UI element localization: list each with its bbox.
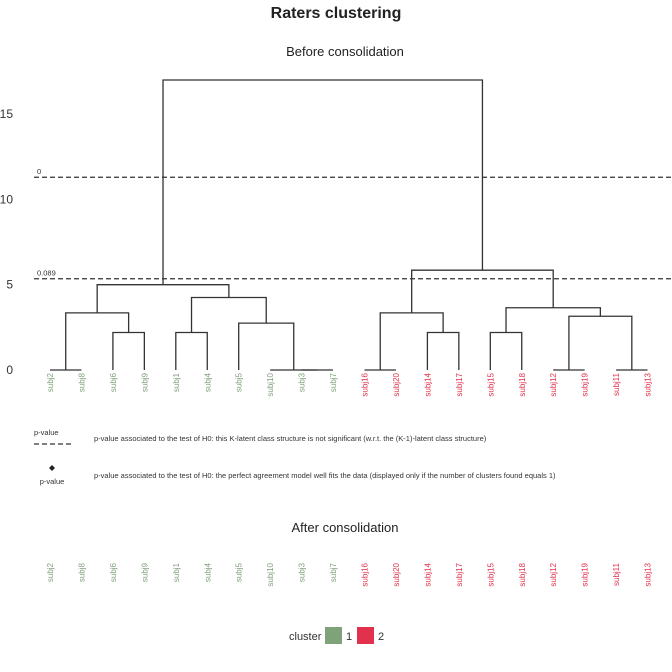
leaf-label-after: subj6 [109, 562, 118, 582]
leaf-label-after: subj17 [455, 562, 464, 586]
leaf-label-after: subj16 [361, 562, 370, 586]
diamond-note-text: p-value associated to the test of H0: th… [94, 471, 556, 480]
y-tick-label: 0 [6, 363, 13, 377]
leaf-label-after: subj14 [423, 562, 432, 586]
leaf-label-after: subj2 [46, 562, 55, 582]
leaf-labels-before: subj2 subj8 subj6 subj9 subj1 subj4 subj5 subj1… [46, 372, 653, 396]
dendrogram-branch [96, 284, 230, 313]
pvalue-label-diamond: p-value [40, 477, 65, 486]
leaf-label-after: subj11 [612, 562, 621, 586]
leaf-label: subj3 [298, 372, 307, 392]
subtitle-before: Before consolidation [286, 44, 404, 59]
leaf-label: subj6 [109, 372, 118, 392]
threshold-label: 0 [37, 167, 41, 176]
threshold-label: 0.089 [37, 269, 56, 278]
dendrogram-branch [238, 322, 295, 370]
leaf-label: subj9 [140, 372, 149, 392]
y-tick-label: 15 [0, 107, 13, 121]
leaf-label-after: subj7 [329, 562, 338, 582]
leaf-label-after: subj1 [172, 562, 181, 582]
legend: cluster 1 2 [289, 627, 384, 644]
leaf-label: subj15 [486, 372, 495, 396]
dendrogram-branch [489, 331, 523, 370]
leaf-label: subj5 [235, 372, 244, 392]
legend-label-2: 2 [378, 631, 384, 643]
leaf-label: subj14 [423, 372, 432, 396]
leaf-label-after: subj5 [235, 562, 244, 582]
dendrogram-branch [162, 79, 484, 285]
leaf-label: subj12 [549, 372, 558, 396]
leaf-labels-after: subj2 subj8 subj6 subj9 subj1 subj4 subj5 subj1… [46, 562, 653, 586]
leaf-label: subj20 [392, 372, 401, 396]
dendrogram-branch [505, 307, 602, 333]
y-tick-label: 10 [0, 192, 13, 206]
chart-title: Raters clustering [271, 5, 402, 22]
leaf-label: subj8 [77, 372, 86, 392]
leaf-label: subj17 [455, 372, 464, 396]
threshold-lines: 0 0.089 [34, 167, 672, 280]
leaf-label-after: subj13 [644, 562, 653, 586]
leaf-label-after: subj10 [266, 562, 275, 586]
pvalue-label-dashed: p-value [34, 428, 59, 437]
dendrogram-branch [379, 312, 444, 370]
dendrogram-branch [568, 315, 633, 370]
subtitle-after: After consolidation [292, 520, 399, 535]
leaf-label-after: subj18 [518, 562, 527, 586]
legend-label-1: 1 [346, 631, 352, 643]
leaf-label: subj10 [266, 372, 275, 396]
leaf-label: subj11 [612, 372, 621, 396]
dendrogram-branch [112, 331, 145, 370]
leaf-label: subj13 [644, 372, 653, 396]
dendrogram-branch [426, 331, 460, 370]
diamond-icon [49, 465, 55, 471]
y-tick-label: 5 [6, 278, 13, 292]
dendrogram-branch [190, 296, 267, 333]
leaf-label-after: subj20 [392, 562, 401, 586]
leaf-label: subj4 [203, 372, 212, 392]
leaf-label: subj1 [172, 372, 181, 392]
legend-title: cluster [289, 631, 322, 643]
leaf-label-after: subj3 [298, 562, 307, 582]
pvalue-diamond-note: p-value p-value associated to the test o… [40, 465, 556, 486]
leaf-label-after: subj9 [140, 562, 149, 582]
legend-swatch-2 [357, 627, 374, 644]
dashed-note-text: p-value associated to the test of H0: th… [94, 434, 487, 443]
leaf-label: subj7 [329, 372, 338, 392]
leaf-label-after: subj15 [486, 562, 495, 586]
leaf-label: subj18 [518, 372, 527, 396]
legend-swatch-1 [325, 627, 342, 644]
leaf-label-after: subj4 [203, 562, 212, 582]
leaf-label-after: subj8 [77, 562, 86, 582]
dendrogram-branch [65, 312, 130, 370]
dendrogram-branch [411, 269, 554, 313]
dendrogram-branch [175, 331, 208, 370]
leaf-label: subj16 [361, 372, 370, 396]
pvalue-dashed-note: p-value p-value associated to the test o… [34, 428, 487, 445]
leaf-label: subj19 [581, 372, 590, 396]
leaf-label: subj2 [46, 372, 55, 392]
leaf-label-after: subj12 [549, 562, 558, 586]
leaf-label-after: subj19 [581, 562, 590, 586]
y-axis-ticks: 0 5 10 15 [0, 107, 13, 377]
dendrogram [50, 79, 648, 371]
